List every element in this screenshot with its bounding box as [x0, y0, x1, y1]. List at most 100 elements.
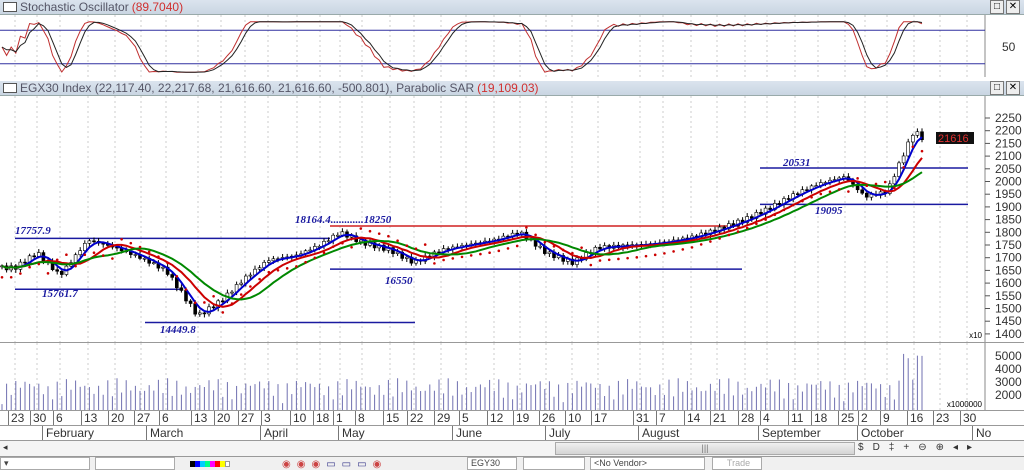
sar-dot [166, 261, 169, 265]
volume-tick-label: 5000 [995, 349, 1022, 363]
candle-body [358, 239, 363, 242]
level-annotation: 20531 [782, 157, 811, 169]
sar-dot [810, 196, 813, 199]
close-button[interactable]: ✕ [1006, 81, 1020, 95]
date-tick: 10 [565, 411, 581, 426]
maximize-button[interactable]: □ [990, 0, 1004, 14]
sar-dot [359, 227, 363, 230]
candle-body [133, 254, 138, 256]
candle-body [547, 251, 552, 254]
maximize-button[interactable]: □ [990, 81, 1004, 95]
sar-dot [221, 311, 225, 314]
month-label: February [42, 426, 94, 441]
sar-dot [589, 263, 593, 267]
nav-icon[interactable]: ⊖ [918, 442, 927, 453]
date-tick: 19 [513, 411, 529, 426]
date-tick: 9 [880, 411, 890, 426]
sar-dot [681, 248, 685, 251]
date-tick: 5 [459, 411, 469, 426]
symbol-input[interactable]: EGY30 [467, 457, 517, 470]
sar-dot [295, 265, 298, 268]
candle-body [78, 250, 82, 256]
ma-mid-line [1, 157, 923, 308]
stoch-axis-label: 50 [1002, 40, 1016, 54]
level-annotation: 16550 [385, 275, 413, 287]
date-tick: 8 [355, 411, 365, 426]
date-tick: 27 [238, 411, 254, 426]
vendor-select[interactable]: <No Vendor> [590, 457, 705, 470]
level-annotation: 19095 [815, 205, 843, 217]
close-button[interactable]: ✕ [1006, 0, 1020, 14]
toolbar-dropdown-3[interactable] [523, 457, 585, 470]
candle-body [736, 219, 740, 227]
candle-body [248, 274, 253, 277]
sar-dot [212, 294, 215, 298]
price-scale: x10 [969, 331, 982, 340]
sar-dot [55, 258, 59, 262]
color-palette[interactable] [190, 461, 230, 467]
date-tick: 1 [333, 411, 343, 426]
tool-icon[interactable]: ▭ [326, 459, 336, 470]
candle-body [805, 189, 809, 191]
sar-dot [653, 253, 657, 257]
candle-body [266, 260, 271, 263]
trade-button[interactable]: Trade [712, 457, 762, 470]
scroll-left-icon[interactable]: ◂ [3, 442, 8, 452]
nav-icon[interactable]: + [903, 442, 910, 453]
sar-dot [819, 192, 823, 196]
nav-icon[interactable]: ‡ [888, 442, 895, 453]
tool-icon[interactable]: ▭ [357, 459, 367, 470]
sar-dot [690, 246, 694, 249]
candle-body [892, 176, 897, 185]
month-axis: February March April May June July August Septe… [0, 425, 1024, 441]
volume-tick-label: 2000 [995, 388, 1022, 402]
sar-dot [865, 184, 869, 188]
date-tick: 29 [434, 411, 450, 426]
index-title: EGX30 Index [20, 81, 92, 95]
candle-body [83, 243, 87, 251]
tool-icon[interactable]: ◉ [282, 459, 291, 470]
toolbar-dropdown-2[interactable] [95, 457, 175, 470]
candle-body [152, 262, 156, 264]
sar-dot [341, 241, 344, 245]
tool-icon[interactable]: ◉ [296, 459, 306, 470]
sar-dot [0, 275, 4, 279]
date-tick: 2 [858, 411, 868, 426]
scrollbar-thumb[interactable]: ||| [555, 442, 855, 455]
sar-dot [644, 254, 648, 258]
sar-dot [350, 245, 353, 249]
stochastic-value: (89.7040) [131, 0, 184, 14]
sar-dot [46, 272, 50, 275]
nav-icon[interactable]: ▸ [967, 442, 973, 453]
horizontal-scrollbar[interactable]: ◂ ||| $ D ‡ + ⊖ ⊕ ◂ ▸ [0, 440, 1024, 456]
y-tick-label: 1950 [995, 187, 1022, 201]
nav-icon[interactable]: ◂ [952, 442, 959, 453]
level-annotation: 18164.4............18250 [295, 214, 392, 226]
nav-icon[interactable]: D [872, 442, 880, 453]
y-tick-label: 1700 [995, 251, 1022, 265]
tool-icon[interactable]: ▭ [341, 459, 352, 470]
sar-dot [396, 239, 399, 243]
drawing-tools[interactable]: ◉ ◉ ◉ ▭ ▭ ▭ ◉ [282, 459, 381, 470]
nav-icon[interactable]: ⊕ [935, 442, 944, 453]
sar-dot [460, 255, 464, 259]
tool-icon[interactable]: ◉ [372, 459, 382, 470]
panel-toggle[interactable] [3, 2, 17, 12]
date-tick: 6 [159, 411, 169, 426]
sar-dot [580, 246, 583, 249]
candle-body [23, 261, 27, 264]
nav-icon[interactable]: $ [858, 442, 864, 453]
date-tick: 23 [8, 411, 24, 426]
sar-dot [9, 275, 13, 279]
panel-toggle[interactable] [3, 83, 17, 93]
date-tick: 20 [108, 411, 124, 426]
sar-label: Parabolic SAR [396, 81, 475, 95]
toolbar-dropdown-1[interactable]: ▾ [0, 457, 90, 470]
sar-dot [856, 177, 859, 180]
candle-body [326, 240, 331, 243]
candle-body [230, 291, 234, 294]
sar-dot [552, 245, 556, 248]
sar-dot [433, 262, 436, 265]
date-tick: 22 [407, 411, 423, 426]
tool-icon[interactable]: ◉ [311, 459, 321, 470]
